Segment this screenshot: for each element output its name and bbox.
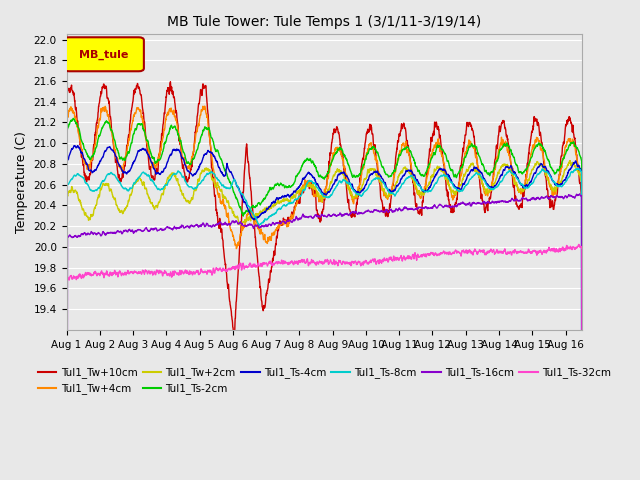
FancyBboxPatch shape bbox=[64, 37, 144, 71]
Title: MB Tule Tower: Tule Temps 1 (3/1/11-3/19/14): MB Tule Tower: Tule Temps 1 (3/1/11-3/19… bbox=[167, 15, 481, 29]
Text: MB_tule: MB_tule bbox=[79, 49, 129, 60]
Y-axis label: Temperature (C): Temperature (C) bbox=[15, 131, 28, 233]
Legend: Tul1_Tw+10cm, Tul1_Tw+4cm, Tul1_Tw+2cm, Tul1_Ts-2cm, Tul1_Ts-4cm, Tul1_Ts-8cm, T: Tul1_Tw+10cm, Tul1_Tw+4cm, Tul1_Tw+2cm, … bbox=[33, 363, 615, 398]
